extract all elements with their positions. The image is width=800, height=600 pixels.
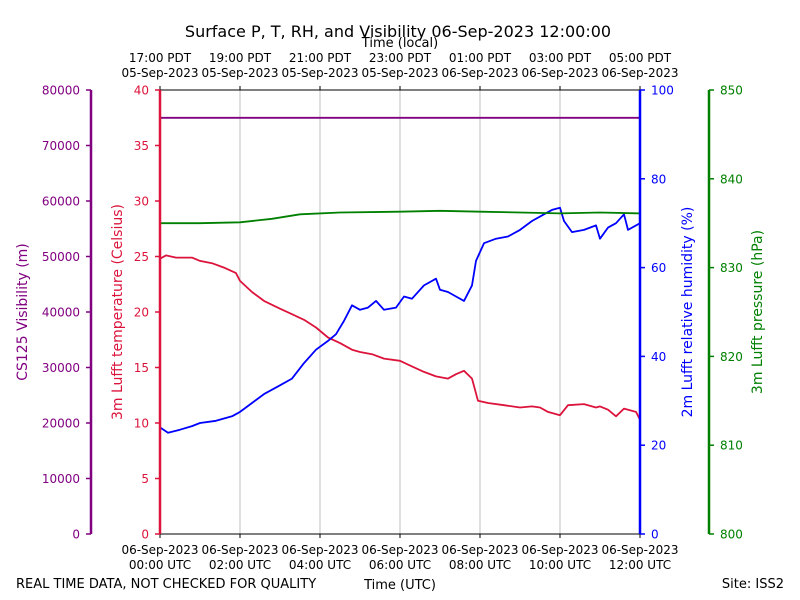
x-tick-label-local-date: 06-Sep-2023 [521, 66, 598, 80]
series-lines [159, 116, 641, 434]
x-tick-label-local-date: 05-Sep-2023 [281, 66, 358, 80]
x-tick-label-date: 06-Sep-2023 [281, 543, 358, 557]
temperature-tick-label: 40 [134, 84, 149, 98]
visibility-tick-label: 80000 [42, 84, 80, 98]
footer-quality-note: REAL TIME DATA, NOT CHECKED FOR QUALITY [16, 577, 316, 592]
x-axis-title: Time (UTC) [363, 578, 436, 593]
x-tick-label-local-date: 05-Sep-2023 [361, 66, 438, 80]
x-tick-label-date: 06-Sep-2023 [521, 543, 598, 557]
x-tick-label-date: 06-Sep-2023 [361, 543, 438, 557]
x-tick-label-local-time: 19:00 PDT [209, 51, 272, 65]
grid-lines [239, 90, 561, 534]
temperature-tick-label: 35 [134, 139, 149, 153]
axes [86, 86, 714, 538]
x-tick-label-utc: 00:00 UTC [129, 558, 191, 572]
visibility-tick-label: 40000 [42, 306, 80, 320]
pressure-series-line [160, 209, 641, 225]
humidity-tick-label: 60 [651, 261, 666, 275]
temperature-tick-label: 20 [134, 306, 149, 320]
humidity-series-line [159, 206, 641, 434]
pressure-tick-label: 810 [720, 439, 743, 453]
humidity-tick-label: 80 [651, 172, 666, 186]
temperature-tick-label: 25 [134, 250, 149, 264]
visibility-tick-label: 20000 [42, 417, 80, 431]
x-tick-label-local-time: 17:00 PDT [129, 51, 192, 65]
visibility-tick-label: 70000 [42, 139, 80, 153]
x-tick-label-utc: 08:00 UTC [449, 558, 511, 572]
visibility-tick-label: 10000 [42, 472, 80, 486]
temperature-tick-label: 15 [134, 361, 149, 375]
x-tick-label-date: 06-Sep-2023 [601, 543, 678, 557]
x-tick-label-utc: 10:00 UTC [529, 558, 591, 572]
x-tick-label-date: 06-Sep-2023 [441, 543, 518, 557]
x-tick-label-local-date: 06-Sep-2023 [441, 66, 518, 80]
visibility-tick-label: 30000 [42, 361, 80, 375]
temperature-tick-label: 5 [141, 472, 149, 486]
chart-title: Surface P, T, RH, and Visibility 06-Sep-… [185, 22, 611, 41]
humidity-tick-label: 0 [651, 528, 659, 542]
temperature-tick-label: 30 [134, 195, 149, 209]
x-tick-label-date: 06-Sep-2023 [121, 543, 198, 557]
x-tick-label-date: 06-Sep-2023 [201, 543, 278, 557]
humidity-tick-label: 20 [651, 439, 666, 453]
x-tick-label-utc: 02:00 UTC [209, 558, 271, 572]
pressure-tick-label: 840 [720, 172, 743, 186]
humidity-tick-label: 100 [651, 84, 674, 98]
temperature-series-line [159, 254, 641, 421]
humidity-tick-label: 40 [651, 350, 666, 364]
pressure-tick-label: 850 [720, 84, 743, 98]
x-tick-label-local-date: 05-Sep-2023 [201, 66, 278, 80]
visibility-tick-label: 50000 [42, 250, 80, 264]
footer-site: Site: ISS2 [722, 577, 784, 592]
pressure-axis-title: 3m Lufft pressure (hPa) [750, 230, 766, 394]
x-tick-label-local-time: 03:00 PDT [529, 51, 592, 65]
x-tick-label-local-time: 01:00 PDT [449, 51, 512, 65]
humidity-axis-title: 2m Lufft relative humidity (%) [680, 207, 696, 418]
visibility-tick-label: 60000 [42, 195, 80, 209]
x-tick-label-utc: 04:00 UTC [289, 558, 351, 572]
x-tick-label-utc: 12:00 UTC [609, 558, 671, 572]
pressure-tick-label: 800 [720, 528, 743, 542]
top-axis-title: Time (local) [361, 36, 438, 51]
pressure-tick-label: 820 [720, 350, 743, 364]
x-tick-label-local-time: 21:00 PDT [289, 51, 352, 65]
temperature-tick-label: 0 [141, 528, 149, 542]
x-tick-label-local-date: 06-Sep-2023 [601, 66, 678, 80]
x-tick-label-local-time: 23:00 PDT [369, 51, 432, 65]
x-tick-label-utc: 06:00 UTC [369, 558, 431, 572]
x-tick-label-local-date: 05-Sep-2023 [121, 66, 198, 80]
temperature-tick-label: 10 [134, 417, 149, 431]
visibility-tick-label: 0 [72, 528, 80, 542]
visibility-axis-title: CS125 Visibility (m) [15, 243, 31, 381]
temperature-axis-title: 3m Lufft temperature (Celsius) [110, 204, 126, 420]
pressure-tick-label: 830 [720, 261, 743, 275]
x-tick-label-local-time: 05:00 PDT [609, 51, 672, 65]
